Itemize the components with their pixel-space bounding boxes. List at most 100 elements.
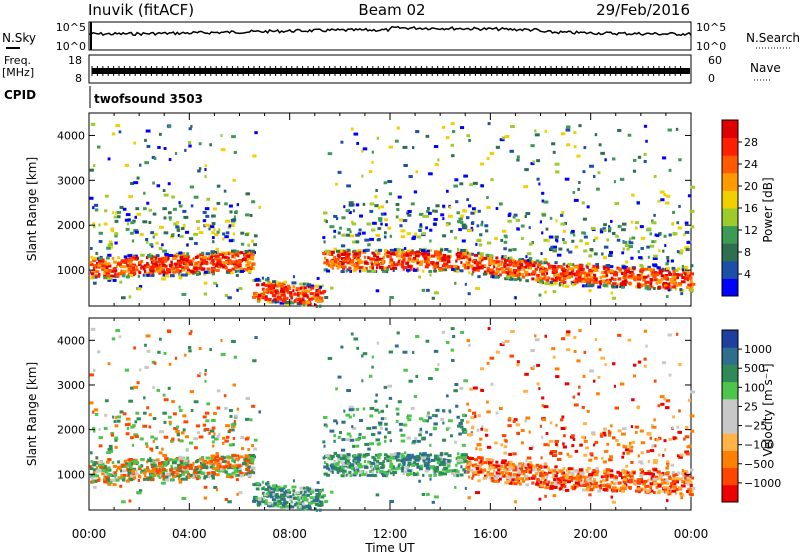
power-cell bbox=[682, 271, 686, 275]
power-cell bbox=[613, 180, 616, 184]
power-cell bbox=[420, 252, 426, 256]
velocity-cell bbox=[684, 450, 690, 454]
velocity-cell bbox=[602, 488, 608, 492]
velocity-cell bbox=[110, 431, 115, 435]
velocity-cell bbox=[541, 396, 545, 400]
velocity-cell bbox=[481, 462, 484, 466]
velocity-cell bbox=[255, 496, 259, 500]
velocity-cell bbox=[163, 435, 169, 439]
power-cell bbox=[290, 296, 293, 300]
power-cell bbox=[500, 266, 505, 270]
power-cell bbox=[223, 189, 227, 193]
power-cell bbox=[525, 212, 531, 216]
power-cell bbox=[160, 256, 165, 260]
power-cell bbox=[358, 261, 363, 265]
power-cell bbox=[184, 273, 188, 277]
power-cell bbox=[445, 189, 449, 193]
power-cell bbox=[455, 259, 458, 263]
velocity-cell bbox=[142, 471, 146, 475]
power-cell bbox=[489, 254, 493, 258]
power-cell bbox=[355, 203, 360, 207]
power-cell bbox=[411, 259, 416, 263]
power-cell bbox=[231, 249, 235, 253]
velocity-cell bbox=[614, 476, 619, 480]
velocity-cell bbox=[412, 473, 418, 477]
velocity-cell bbox=[352, 459, 355, 463]
velocity-cell bbox=[231, 454, 235, 458]
power-cell bbox=[301, 290, 304, 294]
velocity-cell bbox=[495, 350, 500, 354]
power-cell bbox=[501, 260, 504, 264]
power-cell bbox=[92, 266, 96, 270]
power-cell bbox=[415, 170, 419, 174]
velocity-cell bbox=[383, 435, 387, 439]
power-cell bbox=[112, 211, 115, 215]
power-cell bbox=[643, 152, 647, 156]
power-cell bbox=[605, 263, 611, 267]
power-cell bbox=[263, 289, 269, 293]
power-cell bbox=[497, 264, 501, 268]
power-cell bbox=[512, 215, 516, 219]
velocity-cell bbox=[204, 369, 207, 373]
power-cell bbox=[675, 287, 678, 291]
power-cell bbox=[159, 132, 162, 136]
power-cell bbox=[127, 254, 133, 258]
velocity-cell bbox=[203, 485, 208, 489]
power-cell bbox=[103, 274, 107, 278]
velocity-cell bbox=[309, 488, 315, 492]
velocity-cell bbox=[260, 498, 263, 502]
power-cell bbox=[480, 162, 484, 166]
power-cell bbox=[527, 262, 533, 266]
power-cell bbox=[614, 271, 619, 275]
velocity-cell bbox=[568, 454, 573, 458]
power-cell bbox=[210, 255, 214, 259]
power-cell bbox=[601, 279, 606, 283]
power-cell bbox=[346, 184, 352, 188]
power-cell bbox=[138, 271, 142, 275]
power-cell bbox=[481, 220, 484, 224]
power-cell bbox=[433, 269, 437, 273]
power-cell bbox=[158, 263, 162, 267]
power-cell bbox=[477, 251, 480, 255]
power-cell bbox=[229, 251, 235, 255]
power-cell bbox=[171, 257, 177, 261]
velocity-cell bbox=[412, 439, 416, 443]
velocity-cell bbox=[358, 470, 363, 474]
power-cell bbox=[340, 252, 346, 256]
power-cell bbox=[683, 233, 686, 237]
power-cell bbox=[220, 134, 223, 138]
velocity-cell bbox=[158, 461, 163, 465]
velocity-cell bbox=[634, 430, 638, 434]
power-cell bbox=[216, 259, 221, 263]
velocity-cell bbox=[554, 465, 558, 469]
power-cell bbox=[467, 266, 470, 270]
power-cell bbox=[610, 276, 614, 280]
velocity-cell bbox=[98, 477, 101, 481]
power-cell bbox=[335, 249, 341, 253]
velocity-cell bbox=[257, 501, 261, 505]
power-cell bbox=[153, 257, 156, 261]
power-cell bbox=[142, 267, 146, 271]
velocity-cell bbox=[474, 491, 480, 495]
power-cell bbox=[181, 292, 187, 296]
velocity-cell bbox=[221, 441, 225, 445]
power-cell bbox=[495, 270, 500, 274]
power-cell bbox=[493, 275, 499, 279]
velocity-cell bbox=[649, 485, 653, 489]
velocity-cell bbox=[598, 348, 602, 352]
power-cell bbox=[547, 262, 550, 266]
power-cell bbox=[383, 181, 388, 185]
nsearch-tick-top: 10^5 bbox=[696, 21, 726, 34]
power-cell bbox=[174, 253, 179, 257]
velocity-cell bbox=[543, 478, 547, 482]
power-cell bbox=[491, 275, 495, 279]
power-cell bbox=[519, 273, 525, 277]
power-cell bbox=[625, 244, 630, 248]
power-cell bbox=[149, 252, 152, 256]
power-cell bbox=[442, 253, 447, 257]
power-cell bbox=[232, 232, 236, 236]
velocity-cell bbox=[668, 373, 672, 377]
velocity-cell bbox=[202, 471, 206, 475]
power-cell bbox=[668, 271, 671, 275]
power-cell bbox=[559, 265, 564, 269]
